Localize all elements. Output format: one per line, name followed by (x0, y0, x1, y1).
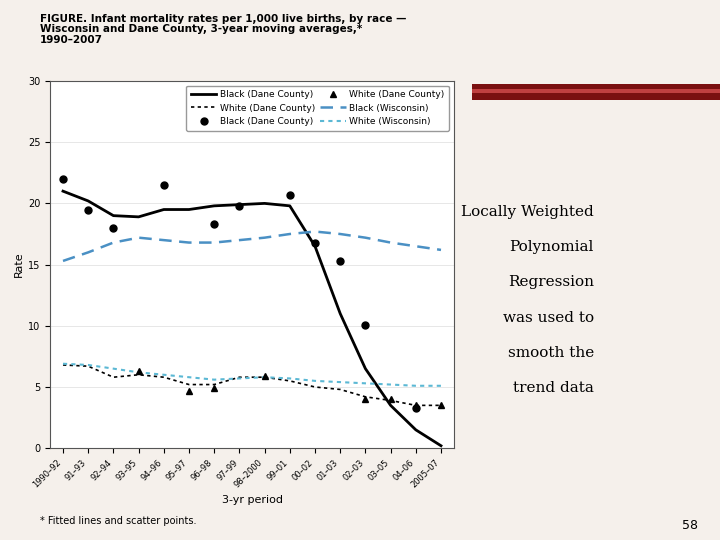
Text: Wisconsin and Dane County, 3-year moving averages,*: Wisconsin and Dane County, 3-year moving… (40, 24, 362, 35)
Text: smooth the: smooth the (508, 346, 594, 360)
Text: 1990–2007: 1990–2007 (40, 35, 102, 45)
Legend: Black (Dane County), White (Dane County), Black (Dane County), White (Dane Count: Black (Dane County), White (Dane County)… (186, 85, 449, 131)
Text: trend data: trend data (513, 381, 594, 395)
Text: was used to: was used to (503, 310, 594, 325)
X-axis label: 3-yr period: 3-yr period (222, 495, 282, 505)
Text: 58: 58 (683, 519, 698, 532)
Text: FIGURE. Infant mortality rates per 1,000 live births, by race —: FIGURE. Infant mortality rates per 1,000… (40, 14, 406, 24)
Text: Locally Weighted: Locally Weighted (462, 205, 594, 219)
Text: Polynomial: Polynomial (510, 240, 594, 254)
Text: * Fitted lines and scatter points.: * Fitted lines and scatter points. (40, 516, 196, 526)
Y-axis label: Rate: Rate (14, 252, 24, 278)
Text: Regression: Regression (508, 275, 594, 289)
